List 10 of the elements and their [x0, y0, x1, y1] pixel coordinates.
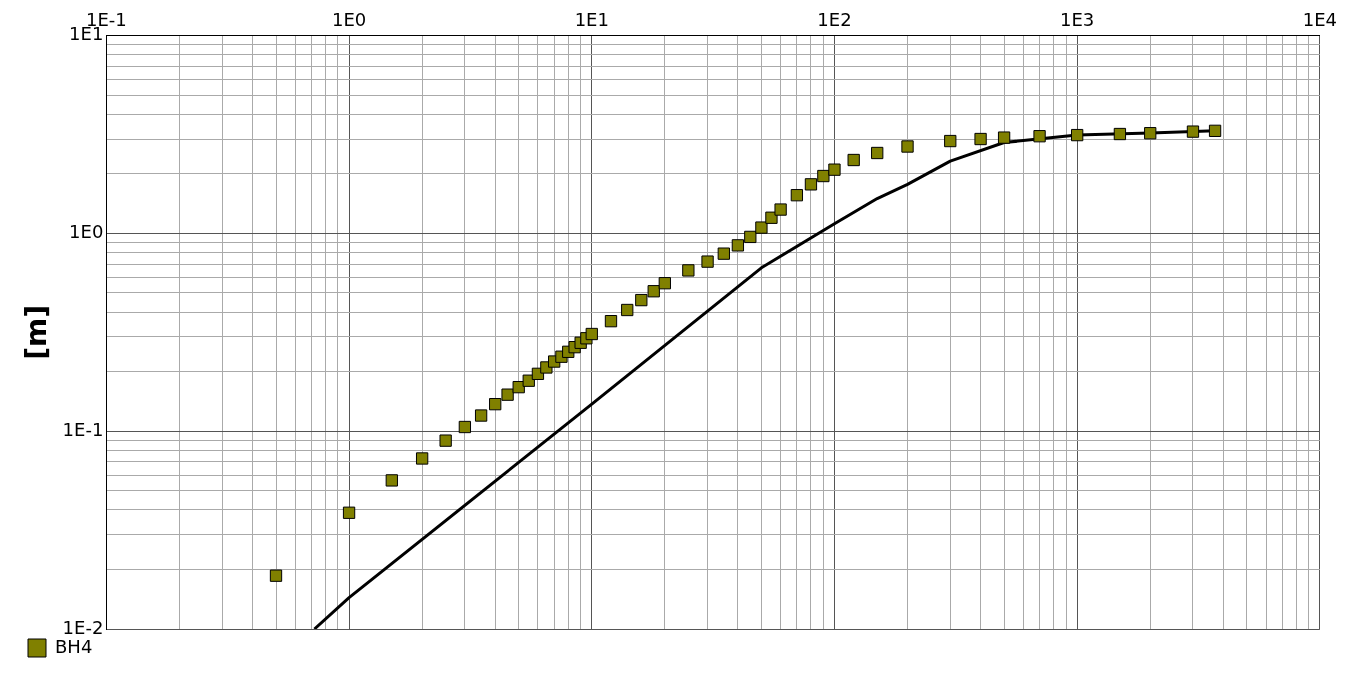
x-tick-label: 1E0	[331, 9, 367, 31]
y-tick-label: 1E0	[69, 221, 104, 243]
x-tick-label: 1E3	[1060, 9, 1095, 31]
y-tick-label: 1E-2	[62, 616, 104, 638]
x-tick-label: 1E1	[574, 9, 609, 31]
y-tick-label: 1E-1	[62, 418, 104, 440]
x-tick-label: 1E2	[817, 9, 852, 31]
legend-label: BH4	[55, 635, 93, 657]
x-tick-label: 1E4	[1302, 9, 1337, 31]
y-axis-title: [m]	[20, 304, 54, 360]
